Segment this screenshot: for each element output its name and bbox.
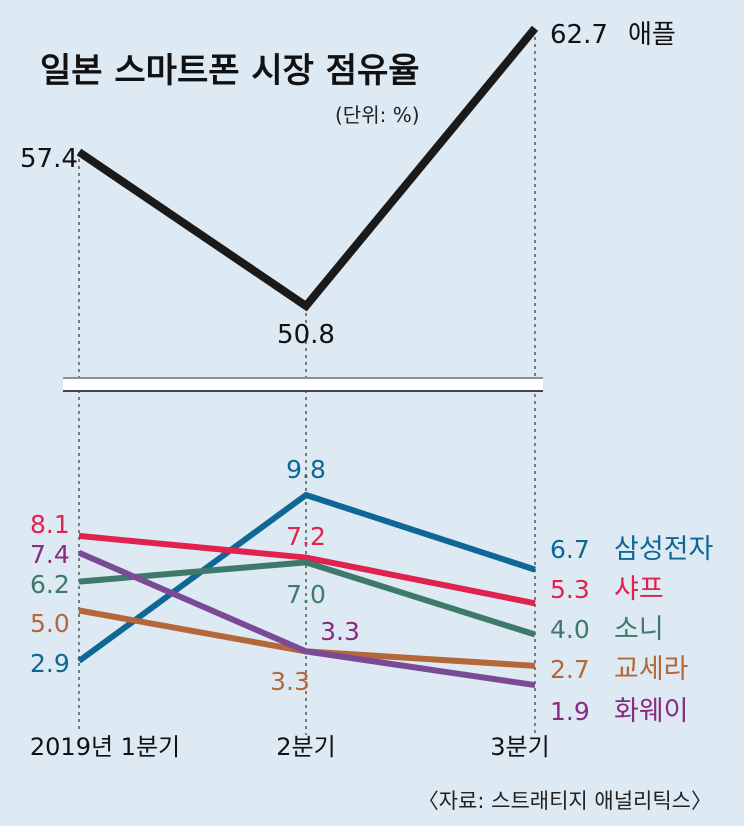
series-line-1 bbox=[78, 532, 536, 607]
data-label: 7.2 bbox=[286, 522, 326, 551]
data-label: 6.7 bbox=[550, 535, 590, 564]
series-line-0 bbox=[77, 492, 536, 664]
data-label: 62.7 bbox=[550, 20, 608, 50]
data-label: 4.0 bbox=[550, 615, 590, 644]
series-name-label: 소니 bbox=[614, 614, 664, 645]
chart-title: 일본 스마트폰 시장 점유율 bbox=[40, 51, 420, 91]
series-name-label: 삼성전자 bbox=[614, 534, 714, 565]
x-tick-label: 2019년 1분기 bbox=[30, 733, 180, 761]
data-label: 2.7 bbox=[550, 655, 590, 684]
series-name-label: 샤프 bbox=[614, 574, 664, 605]
data-label: 3.3 bbox=[320, 617, 360, 646]
data-label: 7.0 bbox=[286, 580, 326, 609]
data-label: 6.2 bbox=[30, 570, 70, 599]
data-label: 3.3 bbox=[270, 667, 310, 696]
x-tick-label: 3분기 bbox=[490, 733, 549, 761]
data-label: 1.9 bbox=[550, 697, 590, 726]
x-tick-label: 2분기 bbox=[276, 733, 335, 761]
data-label: 2.9 bbox=[30, 649, 70, 678]
source-note: 〈자료: 스트래티지 애널리틱스〉 bbox=[418, 789, 712, 813]
data-label: 5.0 bbox=[30, 609, 70, 638]
data-label: 57.4 bbox=[20, 144, 78, 174]
data-label: 9.8 bbox=[286, 455, 326, 484]
unit-label: (단위: %) bbox=[335, 103, 420, 127]
series-name-label: 교세라 bbox=[614, 654, 689, 685]
data-label: 50.8 bbox=[277, 320, 335, 350]
series-line-apple bbox=[76, 25, 539, 312]
data-label: 5.3 bbox=[550, 575, 590, 604]
series-name-label: 애플 bbox=[628, 20, 676, 50]
axis-break bbox=[63, 377, 543, 392]
series-line-3 bbox=[78, 607, 536, 669]
series-line-4 bbox=[77, 549, 536, 689]
data-label: 7.4 bbox=[30, 540, 70, 569]
series-name-label: 화웨이 bbox=[614, 696, 689, 727]
data-label: 8.1 bbox=[30, 510, 70, 539]
series-line-2 bbox=[78, 559, 536, 638]
